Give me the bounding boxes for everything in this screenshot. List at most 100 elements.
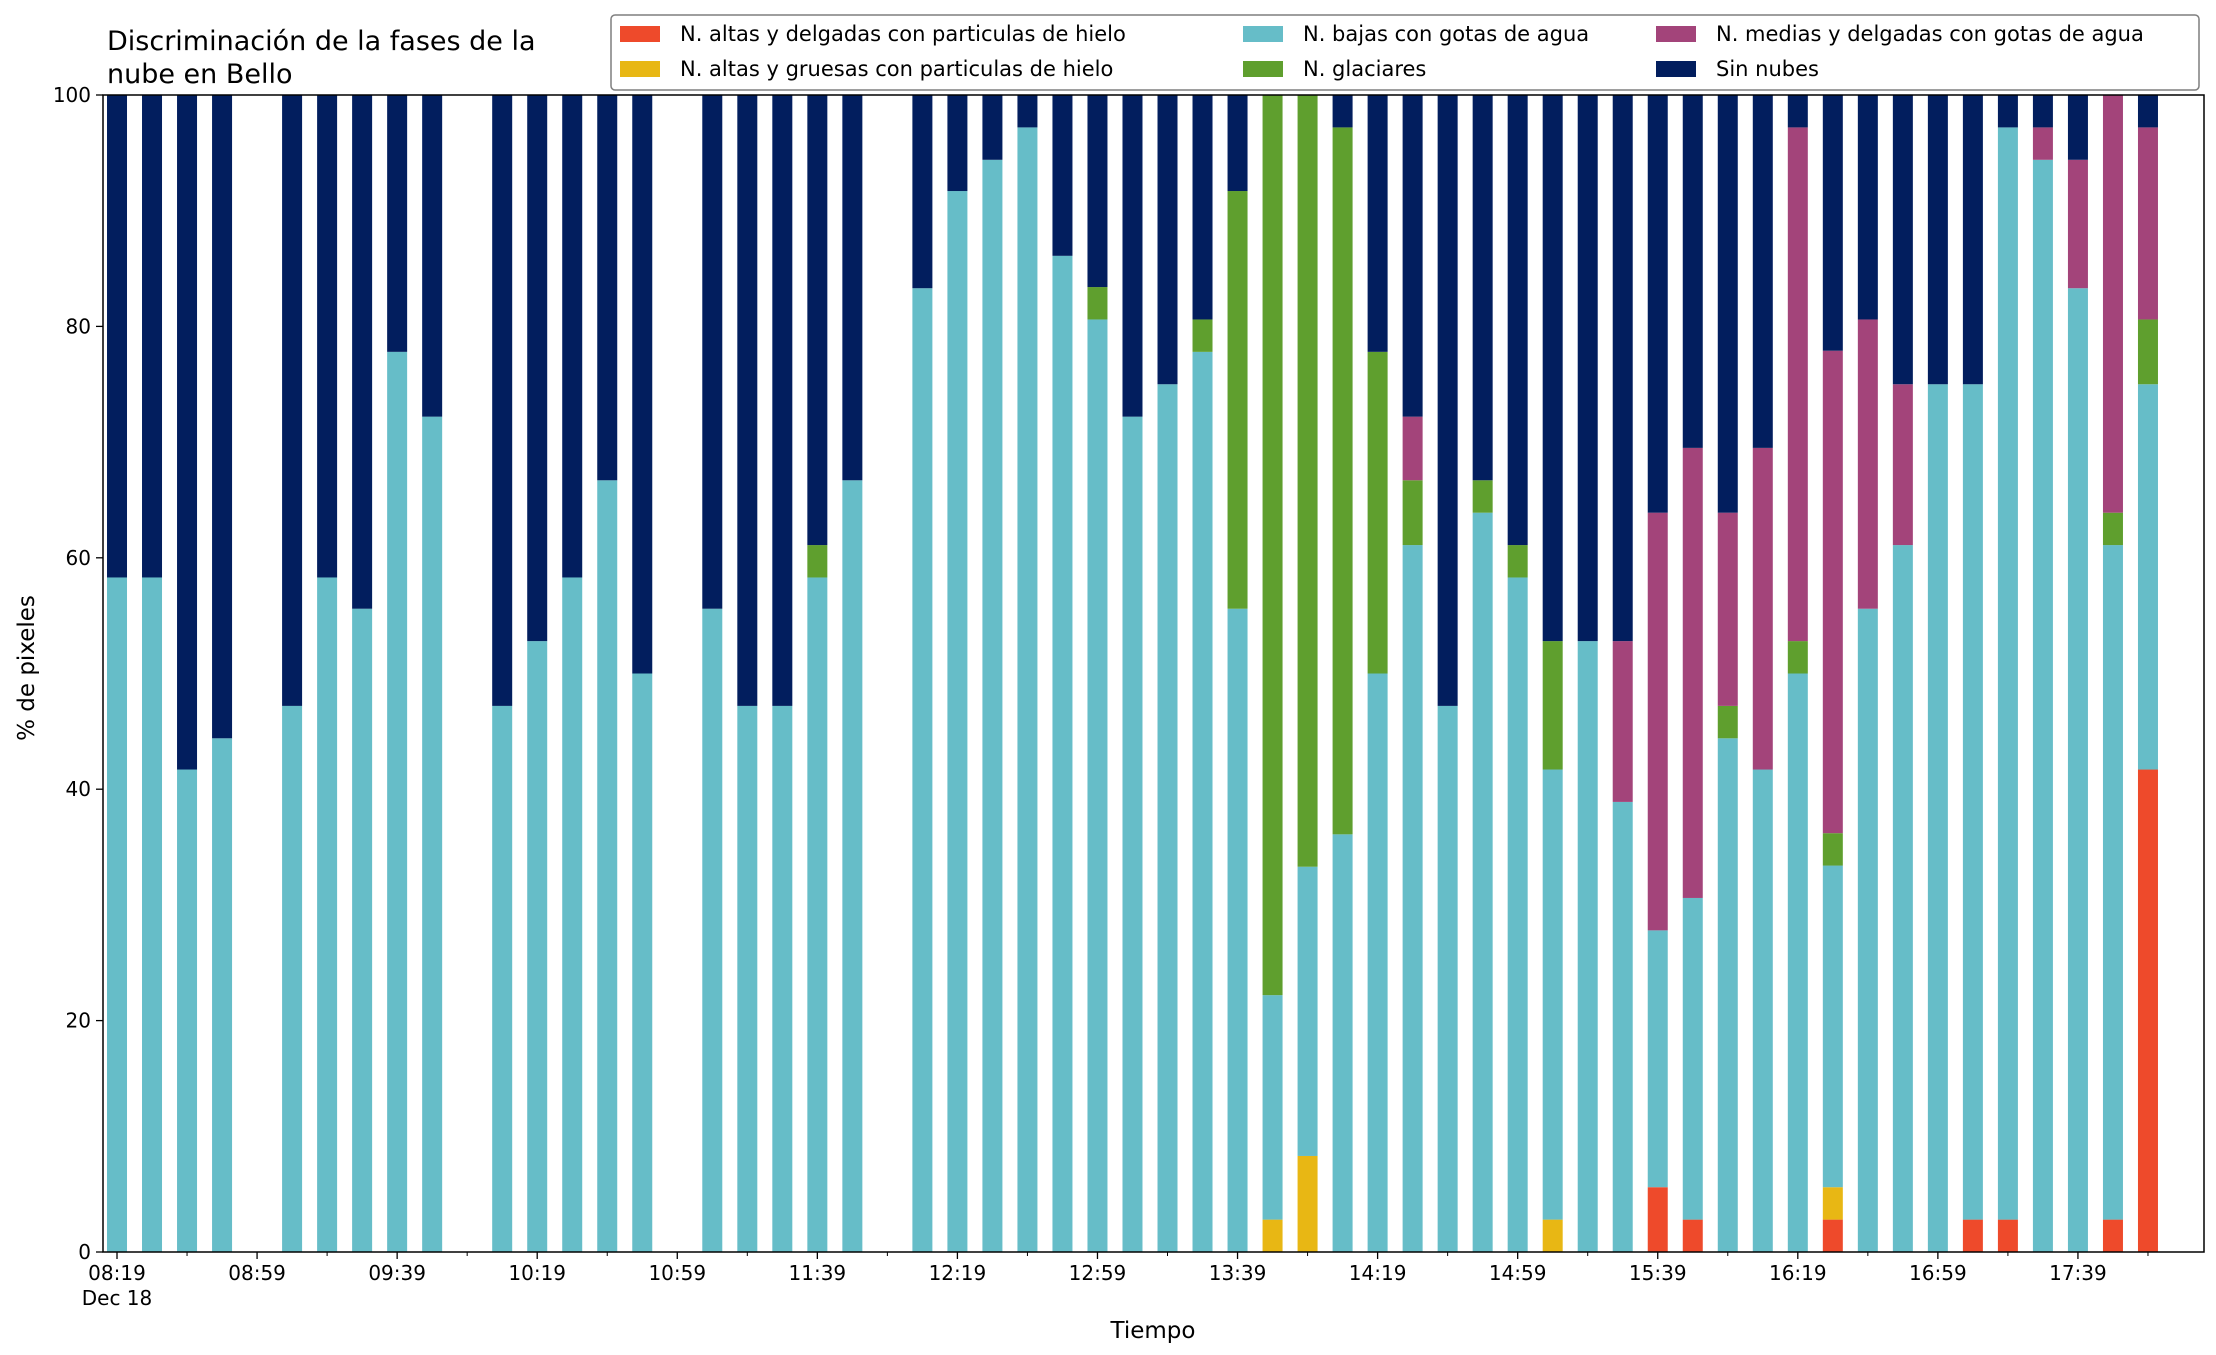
bar-segment-33-4 [1402, 416, 1423, 481]
bar-segment-51-5 [2032, 95, 2053, 128]
bar-segment-46-2 [1857, 608, 1878, 1252]
bar-segment-38-2 [1577, 641, 1598, 1252]
bar-segment-54-4 [2137, 127, 2158, 320]
bar-segment-34-5 [1437, 95, 1458, 706]
legend-swatch-4 [1656, 26, 1696, 42]
y-tick-label-5: 100 [53, 83, 91, 107]
bar-segment-28-2 [1227, 608, 1248, 1252]
legend-label-3: N. glaciares [1303, 57, 1426, 81]
bar-segment-49-0 [1962, 1219, 1983, 1252]
bar-segment-37-5 [1542, 95, 1563, 642]
bar-segment-16-5 [772, 95, 793, 706]
bar-segment-4-2 [282, 705, 303, 1252]
bar-segment-15-2 [737, 705, 758, 1252]
bar-segment-10-2 [527, 641, 548, 1252]
bar-segment-52-5 [2067, 95, 2088, 160]
bar-segment-6-5 [352, 95, 373, 609]
bar-segment-29-3 [1262, 95, 1283, 996]
bar-segment-51-2 [2032, 159, 2053, 1252]
x-tick-label-13: 16:59 [1909, 1261, 1967, 1285]
bar-segment-23-2 [1052, 255, 1073, 1252]
bar-segment-21-2 [982, 159, 1003, 1252]
bar-segment-21-5 [982, 95, 1003, 160]
bar-segment-40-4 [1647, 512, 1668, 931]
bar-segment-50-0 [1997, 1219, 2018, 1252]
bar-segment-30-1 [1297, 1155, 1318, 1252]
bar-segment-11-5 [562, 95, 583, 578]
bar-segment-54-3 [2137, 319, 2158, 385]
bar-segment-39-2 [1612, 801, 1633, 1252]
bar-segment-52-2 [2067, 288, 2088, 1253]
x-tick-label-4: 10:59 [648, 1261, 706, 1285]
y-tick-label-1: 20 [66, 1009, 91, 1033]
bar-segment-53-0 [2102, 1219, 2123, 1252]
bar-segment-32-5 [1367, 95, 1388, 352]
bar-segment-30-3 [1297, 95, 1318, 867]
x-tick-label-6: 12:19 [929, 1261, 987, 1285]
legend-label-5: Sin nubes [1716, 57, 1819, 81]
x-tick-label-7: 12:59 [1069, 1261, 1127, 1285]
x-tick-label-12: 16:19 [1769, 1261, 1827, 1285]
bar-segment-39-4 [1612, 641, 1633, 802]
bar-segment-8-2 [422, 416, 443, 1252]
legend-swatch-1 [620, 61, 660, 77]
bar-segment-41-5 [1682, 95, 1703, 448]
x-tick-label-2: 09:39 [368, 1261, 426, 1285]
bar-segment-31-3 [1332, 127, 1353, 835]
bar-segment-45-5 [1822, 95, 1843, 351]
bar-segment-2-2 [177, 769, 198, 1252]
bar-segment-53-3 [2102, 512, 2123, 546]
bar-segment-33-5 [1402, 95, 1423, 417]
bar-segment-24-2 [1087, 319, 1108, 1253]
bar-segment-44-4 [1787, 127, 1808, 642]
bar-segment-48-5 [1927, 95, 1948, 385]
x-tick-label-9: 14:19 [1349, 1261, 1407, 1285]
bar-segment-1-2 [142, 577, 163, 1252]
legend-swatch-3 [1243, 61, 1283, 77]
bar-segment-42-2 [1717, 738, 1738, 1252]
bar-segment-22-5 [1017, 95, 1038, 128]
bar-segment-43-4 [1752, 447, 1773, 770]
bar-segment-45-4 [1822, 350, 1843, 834]
bar-segment-9-2 [492, 705, 513, 1252]
legend-swatch-5 [1656, 61, 1696, 77]
plot-frame [102, 94, 2205, 1253]
y-tick-label-3: 60 [66, 546, 91, 570]
bar-segment-44-2 [1787, 673, 1808, 1252]
bar-segment-31-2 [1332, 834, 1353, 1252]
bar-segment-40-5 [1647, 95, 1668, 513]
legend-box [610, 14, 2200, 91]
bar-segment-15-5 [737, 95, 758, 706]
legend: N. altas y delgadas con particulas de hi… [610, 14, 2200, 91]
bar-segment-0-5 [107, 95, 128, 578]
bar-segment-54-0 [2137, 769, 2158, 1252]
bar-segment-11-2 [562, 577, 583, 1252]
bar-segment-29-2 [1262, 995, 1283, 1220]
bar-segment-14-5 [702, 95, 723, 609]
bar-segment-14-2 [702, 608, 723, 1252]
bar-segment-44-3 [1787, 641, 1808, 674]
bar-segment-38-5 [1577, 95, 1598, 642]
bar-segment-40-0 [1647, 1187, 1668, 1252]
bar-segment-53-4 [2102, 95, 2123, 513]
bar-segment-42-3 [1717, 705, 1738, 739]
bar-segment-12-2 [597, 480, 618, 1252]
legend-label-0: N. altas y delgadas con particulas de hi… [680, 22, 1126, 46]
legend-swatch-0 [620, 26, 660, 42]
bar-segment-35-2 [1472, 512, 1493, 1252]
bar-segment-2-5 [177, 95, 198, 770]
bar-segment-17-3 [807, 545, 828, 578]
bar-segment-7-2 [387, 351, 408, 1253]
x-tick-label-5: 11:39 [789, 1261, 847, 1285]
bar-segment-4-5 [282, 95, 303, 706]
bar-segment-8-5 [422, 95, 443, 417]
bar-segment-47-4 [1892, 384, 1913, 546]
bar-segment-52-4 [2067, 159, 2088, 289]
bar-segment-26-2 [1157, 384, 1178, 1252]
bar-segment-37-3 [1542, 641, 1563, 770]
bar-segment-31-5 [1332, 95, 1353, 128]
chart-title-line-1: Discriminación de la fases de la [107, 26, 536, 57]
bar-segment-36-5 [1507, 95, 1528, 546]
bar-segment-35-5 [1472, 95, 1493, 481]
